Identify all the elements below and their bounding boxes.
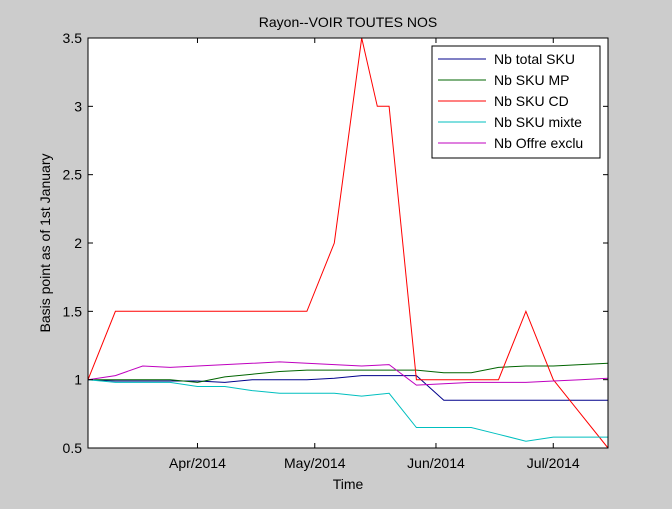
- y-axis-ticks: 0.5 1 1.5 2 2.5 3 3.5: [63, 30, 608, 456]
- x-tick-label: Apr/2014: [169, 455, 226, 471]
- legend-label: Nb total SKU: [494, 51, 575, 67]
- y-tick-label: 2.5: [63, 167, 83, 183]
- y-tick-label: 1.5: [63, 303, 83, 319]
- legend-label: Nb SKU MP: [494, 72, 569, 88]
- series-line-3: [87, 379, 608, 442]
- x-tick-label: Jun/2014: [407, 455, 465, 471]
- y-axis-label: Basis point as of 1st January: [37, 154, 53, 333]
- x-tick-label: May/2014: [284, 455, 346, 471]
- chart-title: Rayon--VOIR TOUTES NOS: [259, 14, 437, 30]
- y-tick-label: 3.5: [63, 30, 83, 46]
- series-line-4: [87, 361, 609, 386]
- series-line-0: [87, 375, 608, 401]
- legend-label: Nb SKU CD: [494, 93, 569, 109]
- series-line-1: [88, 362, 609, 383]
- legend-box: [431, 45, 601, 159]
- legend: Nb total SKU Nb SKU MP Nb SKU CD Nb SKU mix…: [431, 45, 601, 159]
- y-tick-label: 0.5: [63, 440, 83, 456]
- y-tick-label: 3: [74, 98, 82, 114]
- y-tick-label: 2: [74, 235, 82, 251]
- x-tick-label: Jul/2014: [527, 455, 580, 471]
- x-axis-ticks: Apr/2014 May/2014 Jun/2014 Jul/2014: [169, 38, 580, 471]
- x-axis-label: Time: [333, 476, 364, 492]
- y-tick-label: 1: [74, 372, 82, 388]
- legend-label: Nb SKU mixte: [494, 114, 582, 130]
- legend-label: Nb Offre exclu: [494, 135, 583, 151]
